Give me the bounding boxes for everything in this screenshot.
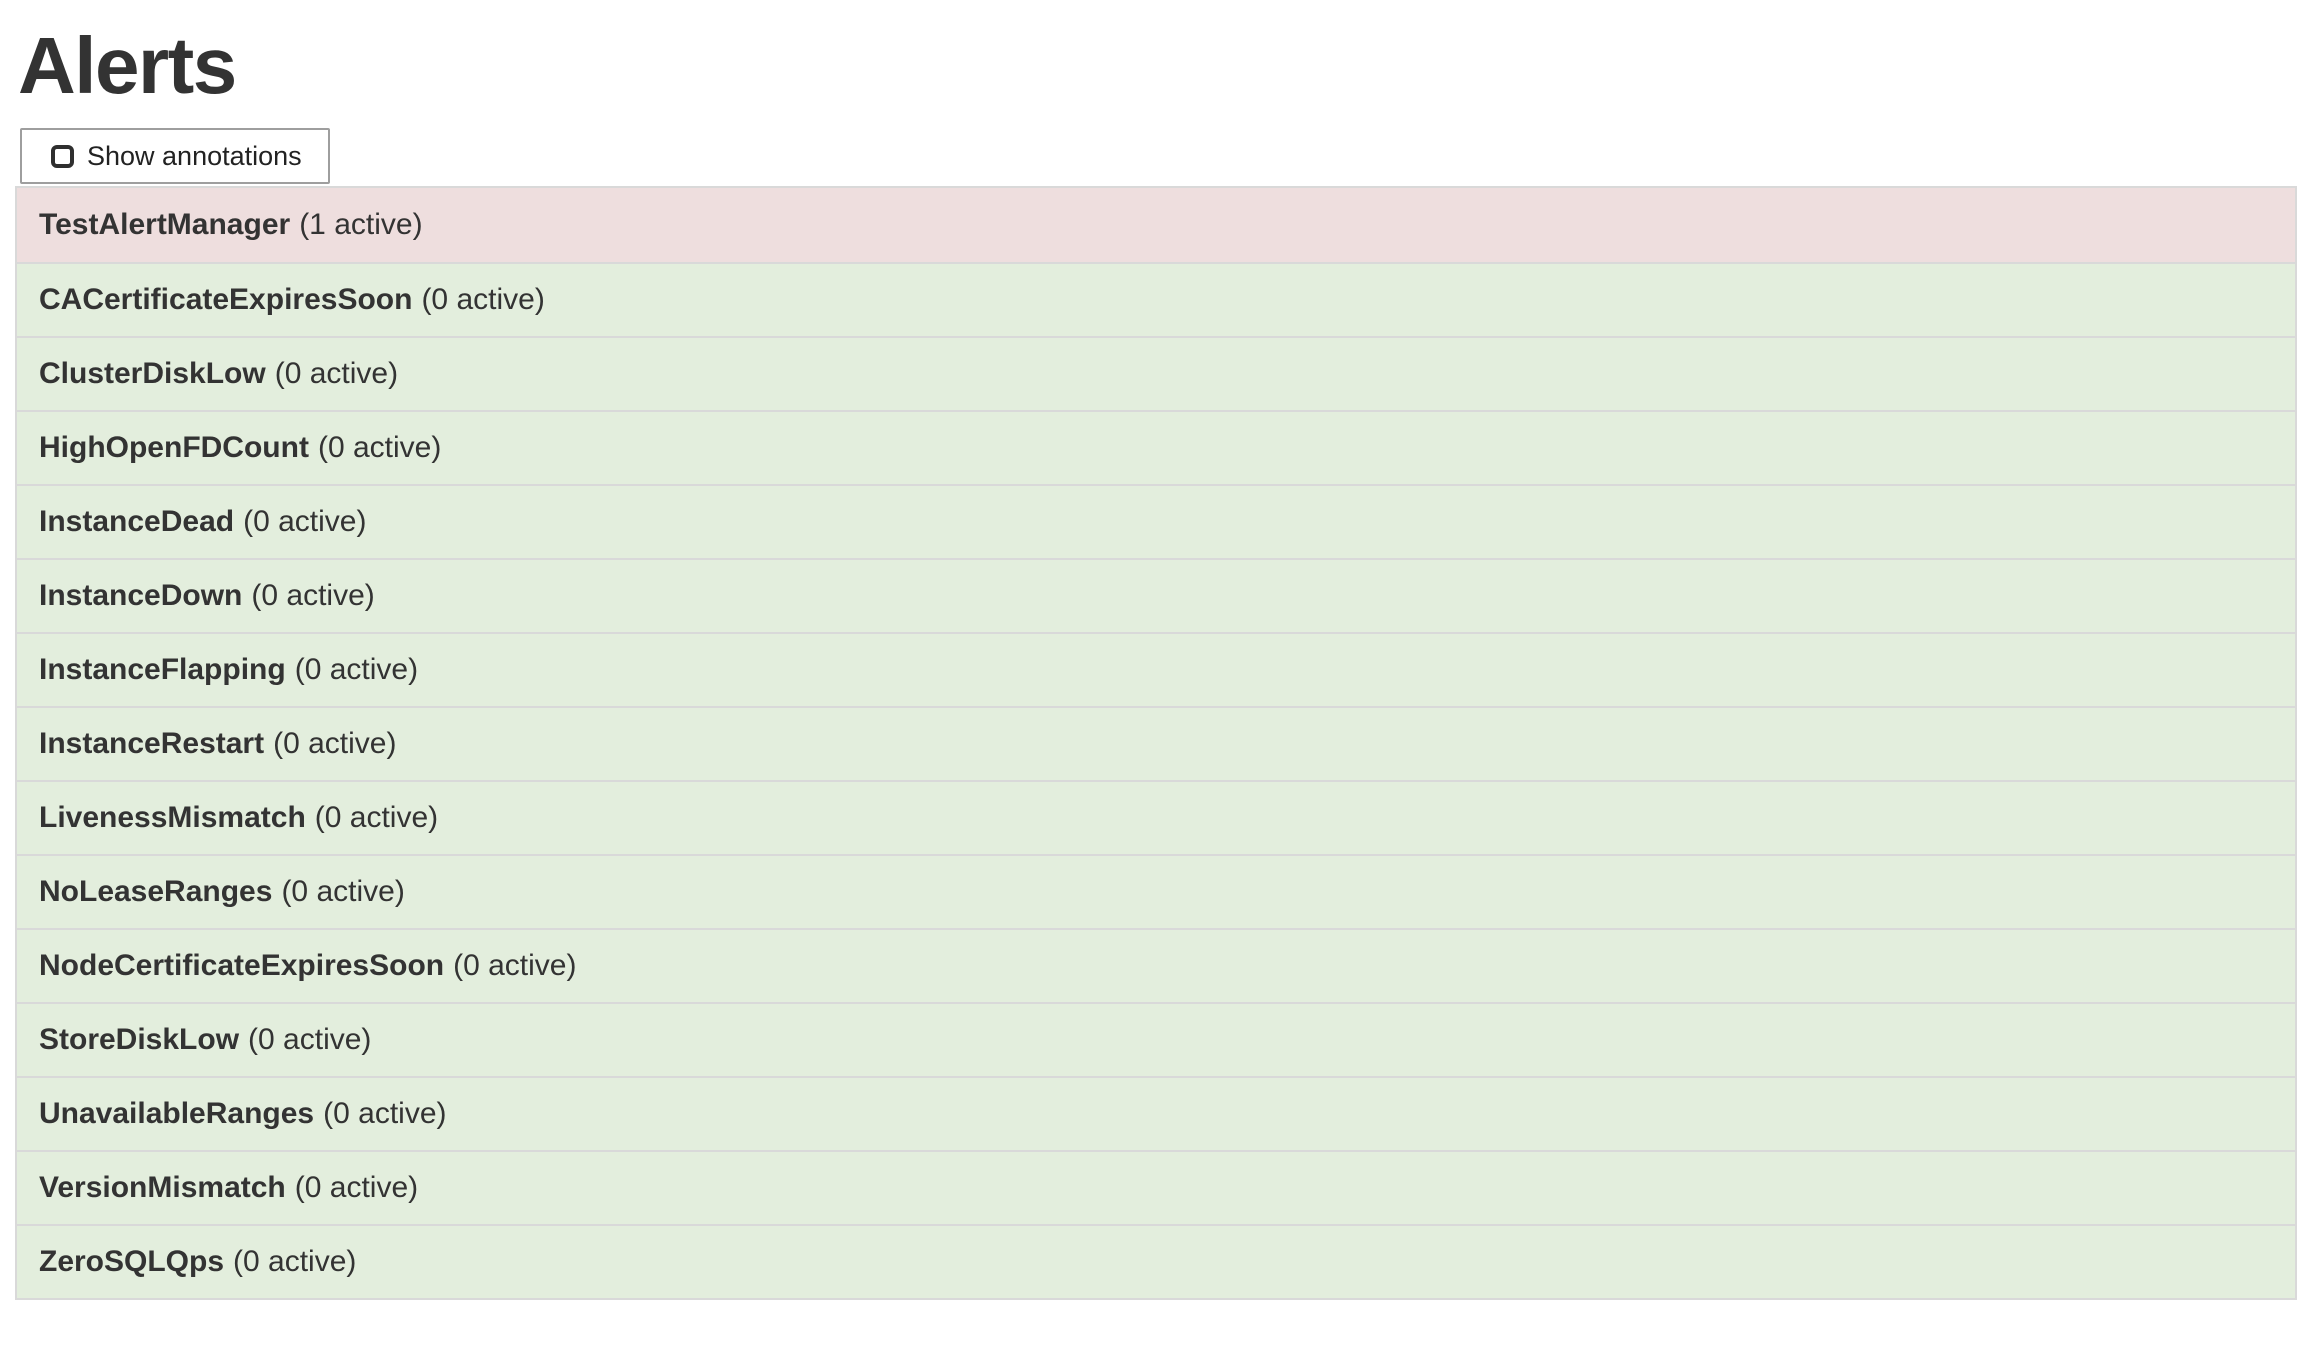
alert-active-count: (0 active) xyxy=(243,505,367,538)
alert-rule-row-CACertificateExpiresSoon[interactable]: CACertificateExpiresSoon (0 active) xyxy=(17,262,2295,336)
alert-rule-name: InstanceFlapping xyxy=(39,653,286,686)
alerts-page: Alerts Show annotations TestAlertManager… xyxy=(0,22,2312,1300)
alert-active-count: (0 active) xyxy=(251,579,375,612)
alert-active-count: (0 active) xyxy=(281,875,405,908)
alert-active-count: (0 active) xyxy=(421,283,545,316)
alert-rule-row-ClusterDiskLow[interactable]: ClusterDiskLow (0 active) xyxy=(17,336,2295,410)
alert-active-count: (0 active) xyxy=(233,1245,357,1278)
checkbox-unchecked-icon[interactable] xyxy=(51,144,74,168)
show-annotations-label: Show annotations xyxy=(87,140,302,171)
alert-active-count: (0 active) xyxy=(273,727,397,760)
alert-rule-name: NoLeaseRanges xyxy=(39,875,273,908)
alert-rule-row-UnavailableRanges[interactable]: UnavailableRanges (0 active) xyxy=(17,1076,2295,1150)
alert-rule-name: CACertificateExpiresSoon xyxy=(39,283,413,316)
alert-active-count: (0 active) xyxy=(274,357,399,390)
alert-rule-name: InstanceDown xyxy=(39,579,243,612)
alert-active-count: (0 active) xyxy=(294,1171,419,1204)
alert-rule-row-LivenessMismatch[interactable]: LivenessMismatch (0 active) xyxy=(17,780,2295,854)
alert-rule-name: InstanceDead xyxy=(39,505,235,538)
alert-rule-name: NodeCertificateExpiresSoon xyxy=(39,949,445,982)
alert-rule-name: ZeroSQLQps xyxy=(39,1245,225,1278)
alert-rule-name: TestAlertManager xyxy=(39,208,291,241)
alert-active-count: (0 active) xyxy=(248,1023,372,1056)
show-annotations-button[interactable]: Show annotations xyxy=(20,128,330,184)
alert-rule-row-InstanceDown[interactable]: InstanceDown (0 active) xyxy=(17,558,2295,632)
page-title: Alerts xyxy=(18,21,237,110)
alert-rule-name: HighOpenFDCount xyxy=(39,431,309,464)
alert-rule-row-InstanceDead[interactable]: InstanceDead (0 active) xyxy=(17,484,2295,558)
alert-rule-row-InstanceRestart[interactable]: InstanceRestart (0 active) xyxy=(17,706,2295,780)
alert-active-count: (0 active) xyxy=(323,1097,447,1130)
alert-rule-row-VersionMismatch[interactable]: VersionMismatch (0 active) xyxy=(17,1150,2295,1224)
alert-rule-row-HighOpenFDCount[interactable]: HighOpenFDCount (0 active) xyxy=(17,410,2295,484)
alert-rule-name: VersionMismatch xyxy=(39,1171,286,1204)
alert-active-count: (1 active) xyxy=(299,208,423,241)
alert-rule-row-NodeCertificateExpiresSoon[interactable]: NodeCertificateExpiresSoon (0 active) xyxy=(17,928,2295,1002)
alert-rule-name: ClusterDiskLow xyxy=(39,357,266,390)
alert-active-count: (0 active) xyxy=(314,801,439,834)
alert-rule-row-NoLeaseRanges[interactable]: NoLeaseRanges (0 active) xyxy=(17,854,2295,928)
alert-rule-row-StoreDiskLow[interactable]: StoreDiskLow (0 active) xyxy=(17,1002,2295,1076)
alert-active-count: (0 active) xyxy=(317,431,442,464)
alert-active-count: (0 active) xyxy=(294,653,419,686)
alert-rule-name: InstanceRestart xyxy=(39,727,265,760)
alert-rule-row-InstanceFlapping[interactable]: InstanceFlapping (0 active) xyxy=(17,632,2295,706)
alert-rule-row-TestAlertManager[interactable]: TestAlertManager (1 active) xyxy=(17,188,2295,262)
alert-rule-name: UnavailableRanges xyxy=(39,1097,315,1130)
alert-rule-row-ZeroSQLQps[interactable]: ZeroSQLQps (0 active) xyxy=(17,1224,2295,1298)
alert-rules-list: TestAlertManager (1 active) CACertificat… xyxy=(15,186,2297,1300)
alert-rule-name: StoreDiskLow xyxy=(39,1023,240,1056)
alert-rule-name: LivenessMismatch xyxy=(39,801,306,834)
alert-active-count: (0 active) xyxy=(453,949,577,982)
